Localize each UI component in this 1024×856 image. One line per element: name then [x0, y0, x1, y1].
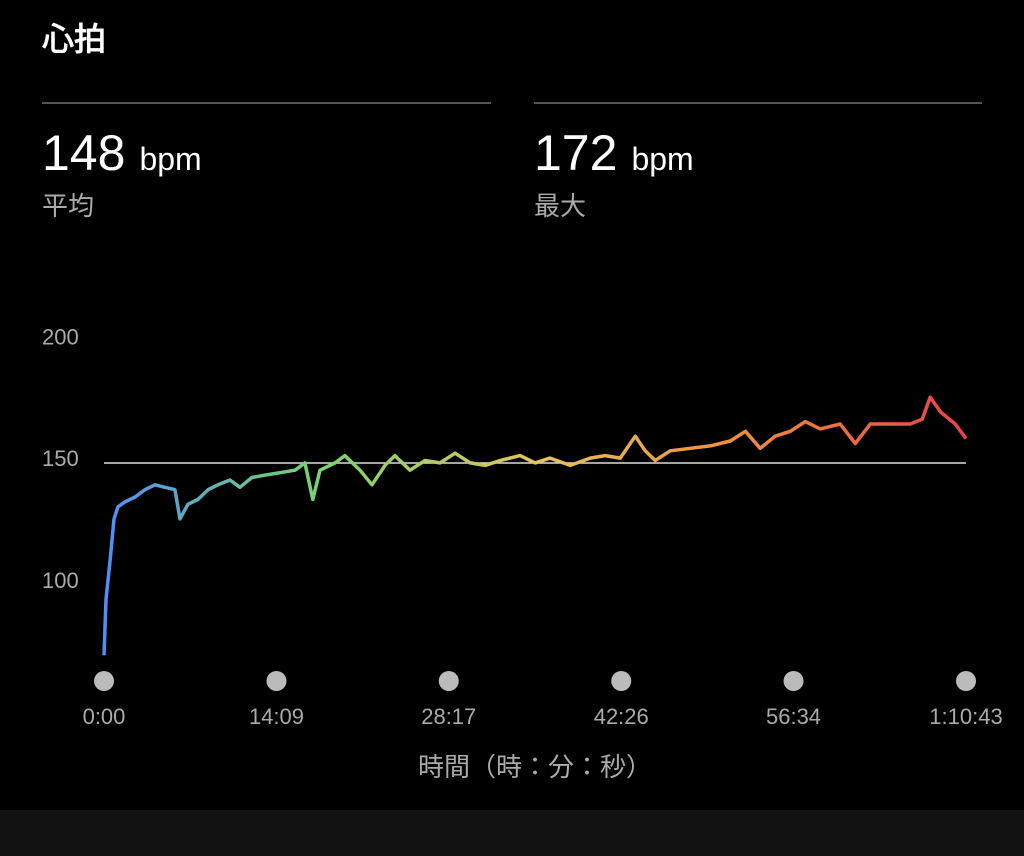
x-tick-label: 14:09 — [249, 704, 304, 729]
x-tick-dot — [611, 671, 632, 691]
stat-value: 148 — [42, 125, 125, 181]
x-tick-dot — [956, 671, 976, 691]
x-tick-label: 28:17 — [421, 704, 476, 729]
stat-label: 最大 — [534, 191, 586, 221]
y-tick-label: 150 — [42, 446, 79, 471]
y-tick-label: 200 — [42, 324, 79, 349]
title: 心拍 — [42, 21, 106, 57]
bottom-bar — [0, 810, 1024, 856]
stat-unit: bpm — [139, 141, 201, 177]
stat-value: 172 — [534, 125, 617, 181]
x-axis-label: 時間（時：分：秒） — [418, 752, 652, 782]
x-tick-dot — [438, 671, 459, 691]
x-tick-label: 0:00 — [83, 704, 126, 729]
stat-label: 平均 — [42, 191, 94, 221]
x-tick-dot — [266, 671, 287, 691]
x-tick-label: 42:26 — [594, 704, 649, 729]
stat-unit: bpm — [631, 141, 693, 177]
heart-rate-line — [102, 395, 968, 656]
x-tick-label: 1:10:43 — [929, 704, 1002, 729]
x-tick-dot — [783, 671, 804, 691]
y-tick-label: 100 — [42, 568, 79, 593]
x-tick-label: 56:34 — [766, 704, 821, 729]
x-tick-dot — [94, 671, 114, 691]
